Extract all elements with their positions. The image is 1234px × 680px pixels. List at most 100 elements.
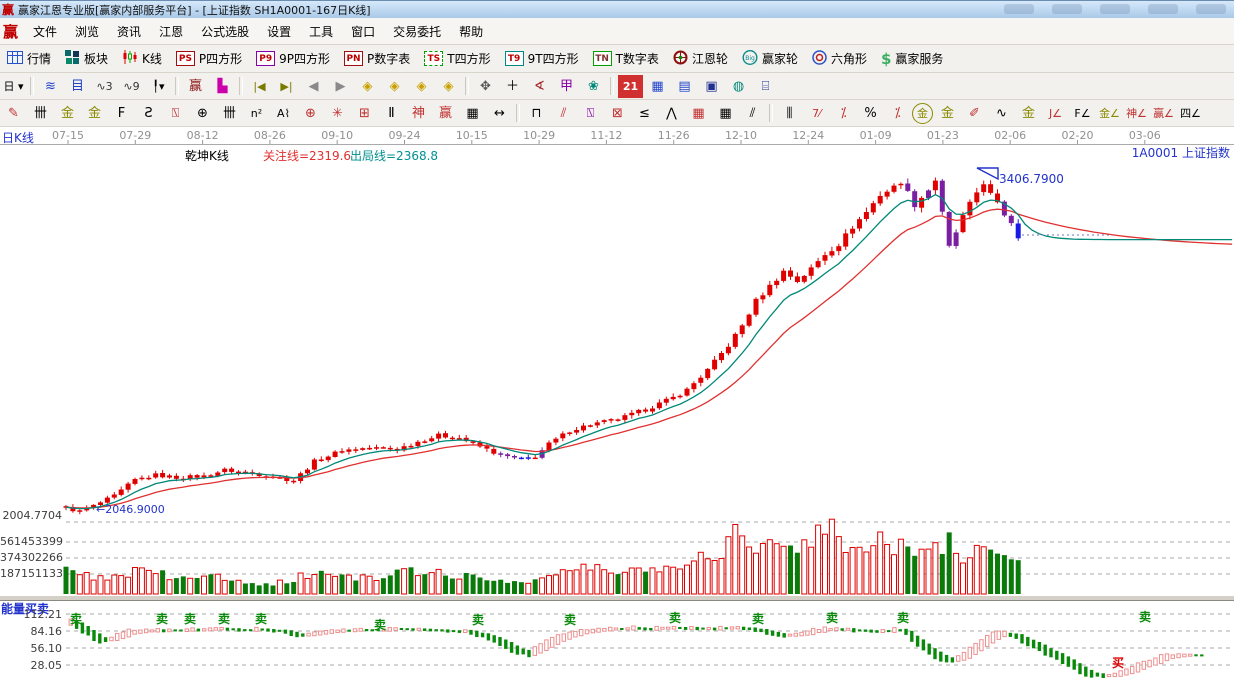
dense-grid-tool[interactable]: ▦ [719,105,732,121]
menu-formula-stock-pick[interactable]: 公式选股 [201,24,250,39]
n-square-tool[interactable]: n² [250,106,263,120]
first-page-button[interactable]: |◀ [253,79,266,93]
date-tick: 09-10 [321,129,354,142]
nine-p-square-button[interactable]: P9 9P四方形 [249,48,337,69]
ruler-lines-tool[interactable]: 卌 [222,105,236,121]
p-square-button[interactable]: PS P四方形 [169,48,249,69]
circle-grid-tool[interactable]: ⊕ [197,105,208,121]
network-button[interactable]: ◍ [732,78,745,94]
t-square-button[interactable]: TS T四方形 [417,48,497,69]
vertical-pencil-tool[interactable]: ✐ [969,105,980,121]
price-lines-tool[interactable]: 卌 [33,105,47,121]
menu-news[interactable]: 资讯 [117,24,142,39]
p-number-table-button[interactable]: PN P数字表 [337,48,417,69]
compress-button[interactable]: ◈ [416,78,427,94]
swing-9-button[interactable]: ∿9 [123,79,140,93]
t-number-table-button[interactable]: TN T数字表 [586,48,666,69]
gann-wheel-button[interactable]: 江恩轮 [666,48,735,70]
sectors-button[interactable]: 板块 [58,48,115,69]
f-angle-tool[interactable]: F∠ [1074,106,1091,120]
gold-angle-tool[interactable]: 金∠ [1099,106,1120,120]
period-day-dropdown[interactable]: 日 ▾ [3,79,24,93]
menu-settings[interactable]: 设置 [267,24,292,39]
hexagon-button[interactable]: 六角形 [805,48,874,70]
save-button[interactable]: ▣ [705,78,718,94]
fib-grid-tool[interactable]: F [117,105,126,121]
gold-grid-tool[interactable]: 金 [60,105,74,121]
market-quotes-button[interactable]: 行情 [0,48,58,69]
menu-help[interactable]: 帮助 [459,24,484,39]
prev-page-button[interactable]: ◀ [308,78,319,94]
seven-slash-tool[interactable]: 7⁄ [812,106,821,120]
remote-pc-button[interactable]: ⌸ [761,78,770,94]
shen-grid-tool[interactable]: 神 [411,105,425,121]
spiral-tool[interactable]: Ƨ [144,105,153,121]
symbol-name-label: 1A0001 上证指数 [1131,146,1230,160]
parallel-lines-tool[interactable]: ⫽ [749,105,756,121]
wave-tool[interactable]: ∿ [996,105,1007,121]
win-angle-tool[interactable]: 赢∠ [1153,106,1174,120]
shift-left-button[interactable]: ◈ [362,78,373,94]
market-quotes-label: 行情 [27,52,52,66]
menu-window[interactable]: 窗口 [351,24,376,39]
winner-wheel-button[interactable]: Big 赢家轮 [735,48,805,70]
span-measure-tool[interactable]: ↔ [494,105,505,121]
pane-separator[interactable] [0,595,1234,601]
gann-win-button[interactable]: 赢 [188,78,202,94]
four-angle-tool[interactable]: 四∠ [1180,106,1201,120]
pencil-grid-tool[interactable]: ⍂ [171,105,180,121]
target-circle-tool[interactable]: ⊕ [305,105,316,121]
rose-pattern-button[interactable]: ❀ [588,78,599,94]
candle-style-dropdown[interactable]: ╿▾ [152,79,165,93]
calculator-button[interactable]: ▦ [651,78,664,94]
menu-gann[interactable]: 江恩 [159,24,184,39]
sell-signal-label: 卖 [156,612,169,626]
fan-box-tool[interactable]: ⍂ [586,105,595,121]
info-panel-button[interactable]: 目 [70,78,84,94]
shen-angle-tool[interactable]: 神∠ [1126,106,1147,120]
kline-mark-tool[interactable]: Ⅱ [388,105,395,121]
nine-t-square-button[interactable]: T9 9T四方形 [498,48,586,69]
bars-scale-tool[interactable]: ⫼ [786,105,793,121]
gold-lines-tool[interactable]: 金 [940,105,954,121]
gold-underline-tool[interactable]: 金 [1021,105,1035,121]
next-page-button[interactable]: ▶ [335,78,346,94]
menu-file[interactable]: 文件 [33,24,58,39]
percent-lines2-tool[interactable]: ⁒ [894,105,901,121]
angle-fan-tool[interactable]: ≤ [639,105,650,121]
dynamic-wave-button[interactable]: ≋ [45,78,56,94]
kline-chart-canvas[interactable] [0,127,1234,680]
j-angle-tool[interactable]: J∠ [1048,106,1063,120]
zigzag-tool[interactable]: ⋀ [666,105,677,121]
menu-browse[interactable]: 浏览 [75,24,100,39]
gann-grid-button[interactable]: 甲 [559,78,573,94]
winner-service-button[interactable]: $ 赢家服务 [874,48,950,70]
grid-123-tool[interactable]: ▦ [466,105,479,121]
gann-fan-tool[interactable]: ⫽ [560,105,567,121]
radial-star-tool[interactable]: ✳ [332,105,343,121]
percent-tool[interactable]: % [864,105,877,121]
percent-lines-tool[interactable]: ⁒ [840,105,847,121]
shift-right-button[interactable]: ◈ [389,78,400,94]
gold-circle-tool[interactable]: 金 [912,102,933,124]
menu-trade-order[interactable]: 交易委托 [393,24,442,39]
gold-grid2-tool[interactable]: 金 [87,105,101,121]
win-grid-tool[interactable]: 赢 [438,105,452,121]
kline-button[interactable]: K线 [115,48,169,69]
red-grid-tool[interactable]: ▦ [692,105,705,121]
box-frame-tool[interactable]: ⊓ [531,105,542,121]
swing-3-button[interactable]: ∿3 [96,79,113,93]
last-page-button[interactable]: ▶| [280,79,293,93]
colored-chart-button[interactable]: ▙ [217,78,228,94]
expand-button[interactable]: ◈ [443,78,454,94]
angle-measure-button[interactable]: ∢ [534,78,545,94]
crosshair-button[interactable]: ＋ [505,78,519,94]
notes-button[interactable]: ▤ [678,78,691,94]
star-grid-tool[interactable]: ⊞ [359,105,370,121]
calendar-21-button[interactable]: 21 [618,74,643,98]
fan-square-tool[interactable]: ⊠ [612,105,623,121]
menu-tools[interactable]: 工具 [309,24,334,39]
pan-hand-button[interactable]: ✥ [480,78,491,94]
pencil-tool[interactable]: ✎ [8,105,19,121]
text-note-tool[interactable]: A⌇ [277,106,290,120]
